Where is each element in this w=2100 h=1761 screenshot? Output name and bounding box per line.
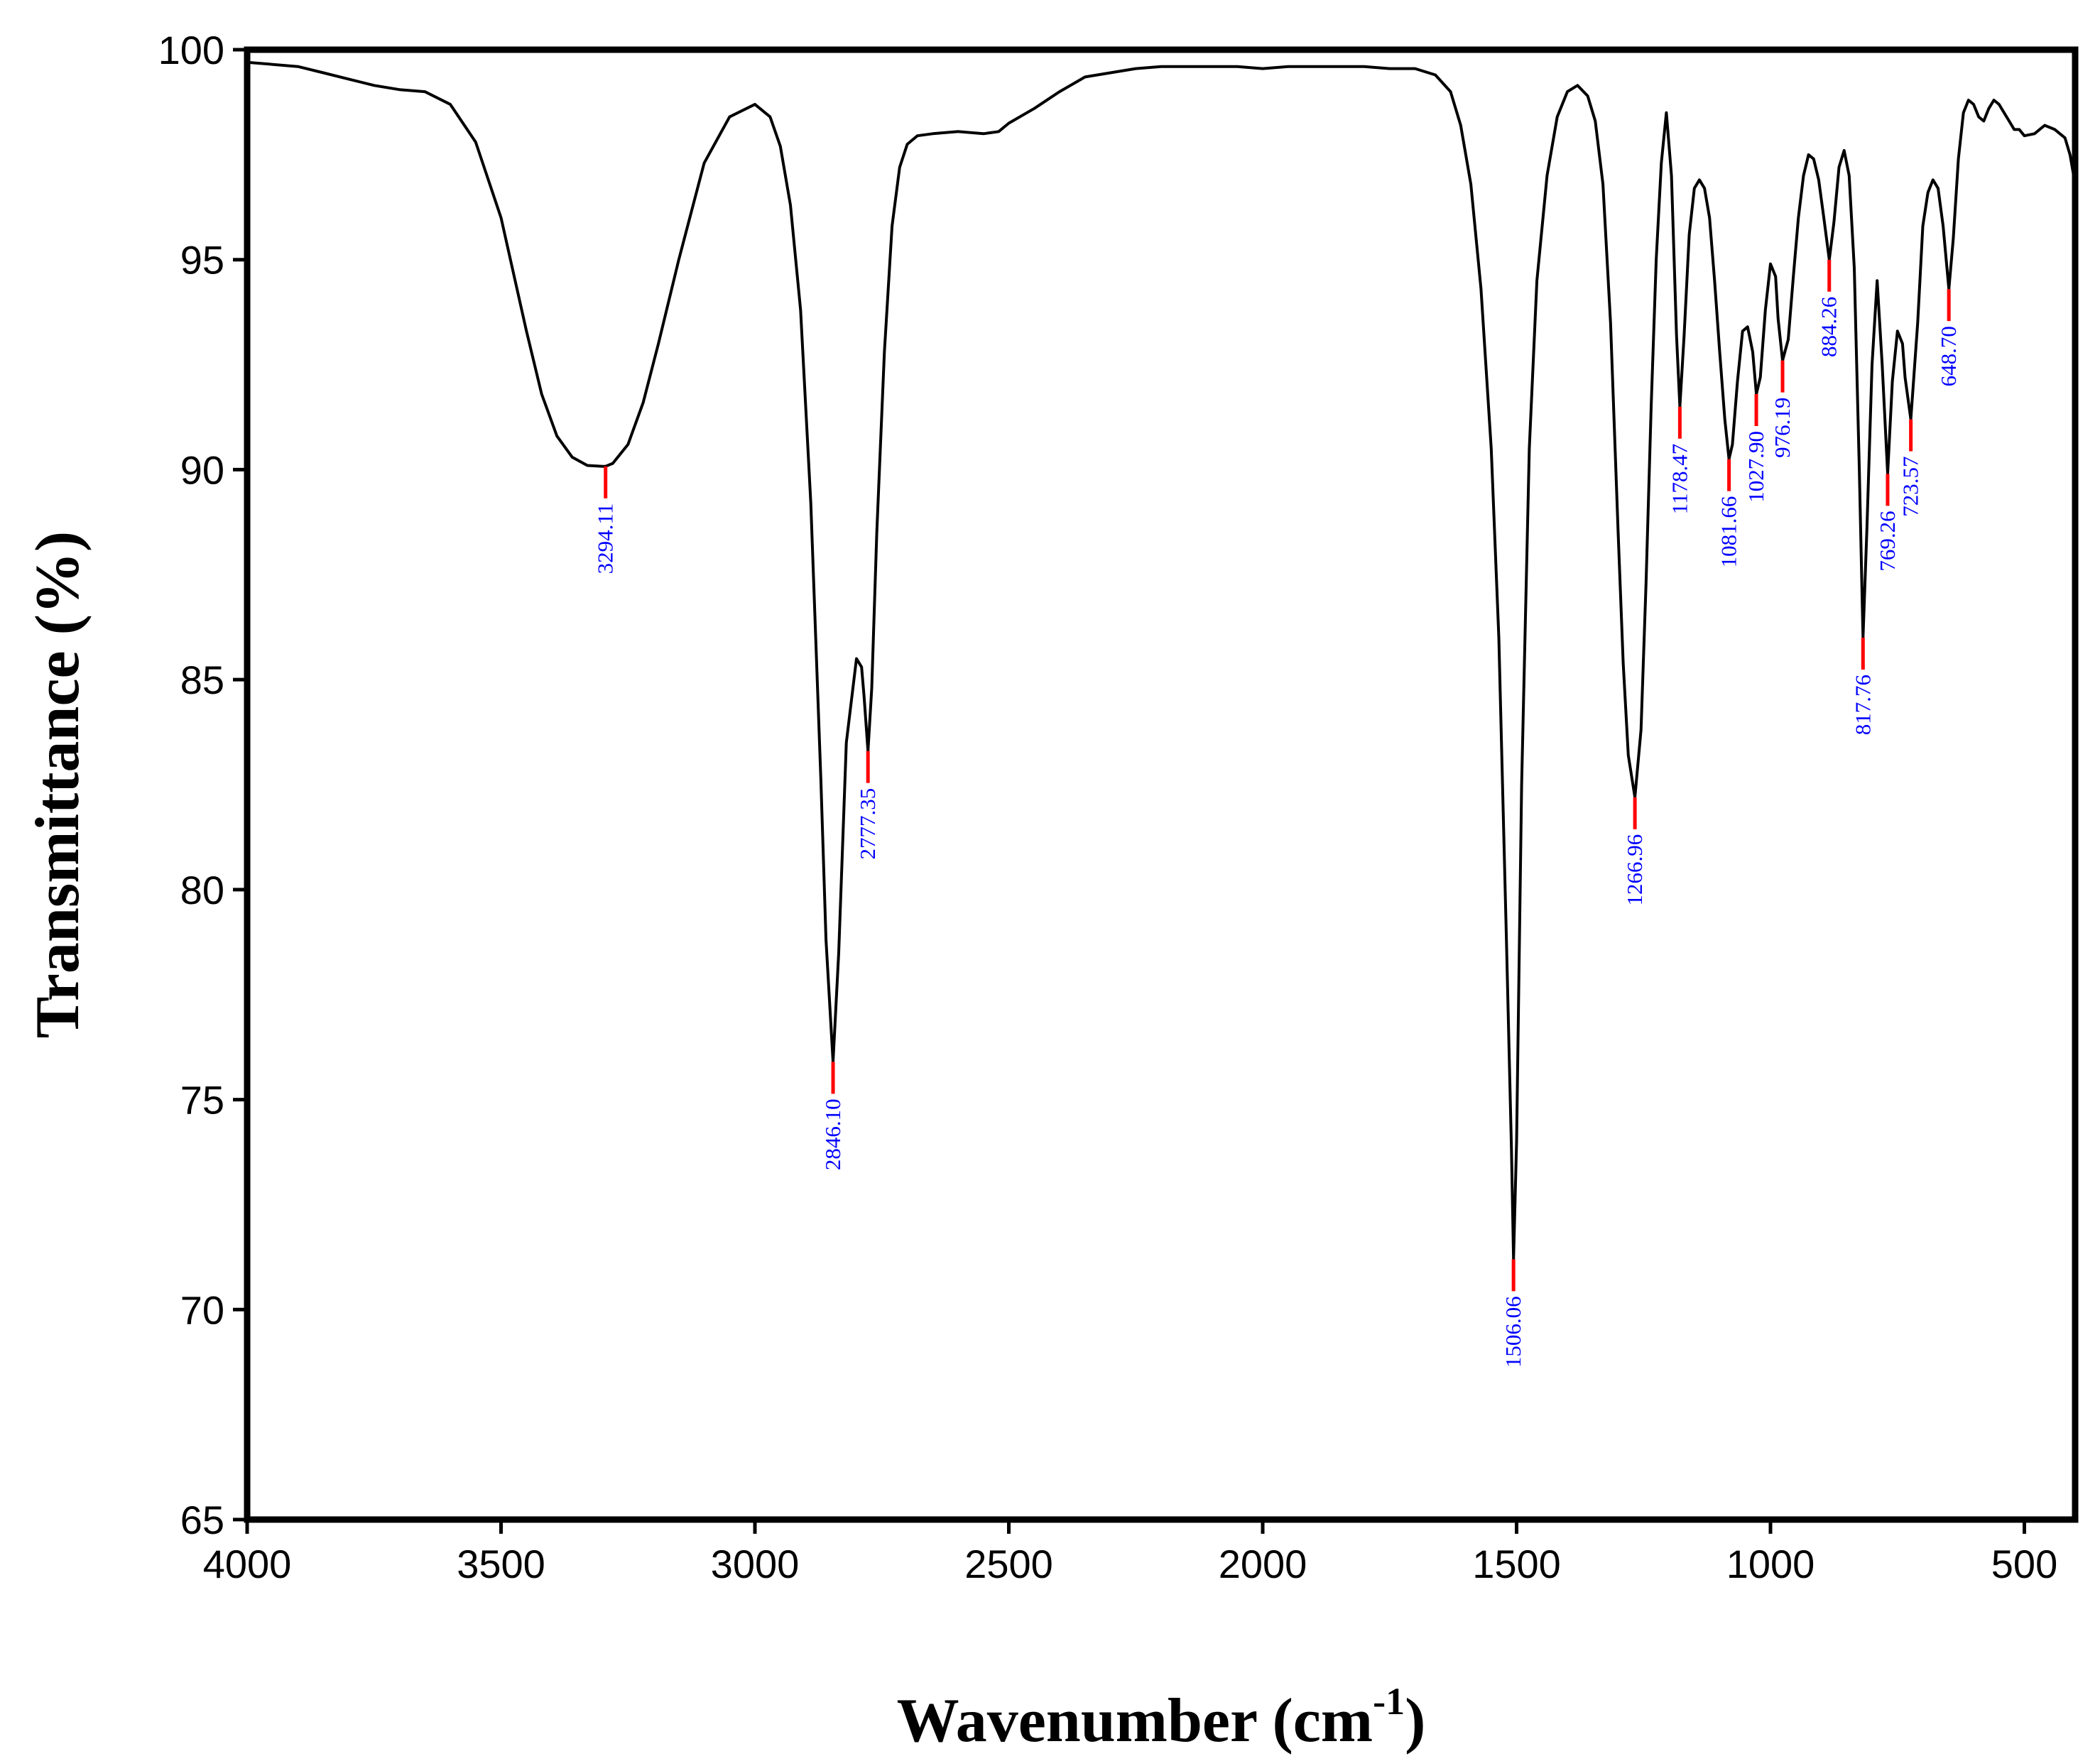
y-tick-label-3: 80 xyxy=(180,868,224,912)
peak-label-1: 2846.10 xyxy=(820,1098,845,1170)
x-tick-label-1: 3500 xyxy=(457,1542,545,1586)
y-tick-label-7: 100 xyxy=(158,28,224,72)
peak-label-9: 884.26 xyxy=(1817,297,1841,357)
peak-label-6: 1081.66 xyxy=(1717,496,1741,568)
x-axis-title: Wavenumber (cm-1) xyxy=(897,1680,1426,1755)
x-axis-ticks: 4000 3500 3000 2500 2000 1500 1000 500 xyxy=(203,1520,2057,1586)
x-tick-label-0: 4000 xyxy=(203,1542,292,1586)
peak-markers-layer: 3294.11 2846.10 2777.35 1506.06 1266.96 1178.… xyxy=(593,259,1961,1368)
peak-label-11: 769.26 xyxy=(1875,511,1900,571)
peak-label-3: 1506.06 xyxy=(1501,1296,1525,1368)
peak-label-13: 648.70 xyxy=(1936,326,1961,386)
plot-frame xyxy=(244,46,2079,1523)
x-tick-label-3: 2500 xyxy=(964,1542,1053,1586)
y-tick-label-1: 70 xyxy=(180,1287,224,1332)
peak-label-7: 1027.90 xyxy=(1743,431,1768,503)
y-tick-label-0: 65 xyxy=(180,1498,224,1542)
y-tick-label-2: 75 xyxy=(180,1078,224,1123)
x-tick-label-4: 2000 xyxy=(1219,1542,1307,1586)
y-tick-label-6: 95 xyxy=(180,238,224,283)
x-tick-label-7: 500 xyxy=(1991,1542,2057,1586)
peak-label-12: 723.57 xyxy=(1898,456,1923,516)
spectrum-line-0 xyxy=(246,60,2077,1261)
peak-label-5: 1178.47 xyxy=(1667,444,1692,515)
y-axis-title: Transmittance (%) xyxy=(23,531,92,1038)
peak-label-0: 3294.11 xyxy=(593,503,618,574)
y-tick-label-4: 85 xyxy=(180,658,224,702)
x-axis-title-close: ) xyxy=(1405,1686,1425,1755)
x-axis-title-superscript: -1 xyxy=(1373,1680,1405,1723)
y-axis-ticks: 65 70 75 80 85 90 95 100 xyxy=(158,28,247,1542)
plot-layer xyxy=(246,60,2077,1261)
peak-label-8: 976.19 xyxy=(1770,398,1795,458)
peak-label-2: 2777.35 xyxy=(855,788,880,860)
x-tick-label-6: 1000 xyxy=(1726,1542,1815,1586)
x-axis-title-main: Wavenumber (cm xyxy=(897,1686,1373,1755)
x-tick-label-2: 3000 xyxy=(711,1542,800,1586)
y-tick-label-5: 90 xyxy=(180,447,224,492)
x-tick-label-5: 1500 xyxy=(1472,1542,1561,1586)
peak-label-10: 817.76 xyxy=(1850,675,1875,735)
peak-label-4: 1266.96 xyxy=(1622,834,1647,906)
